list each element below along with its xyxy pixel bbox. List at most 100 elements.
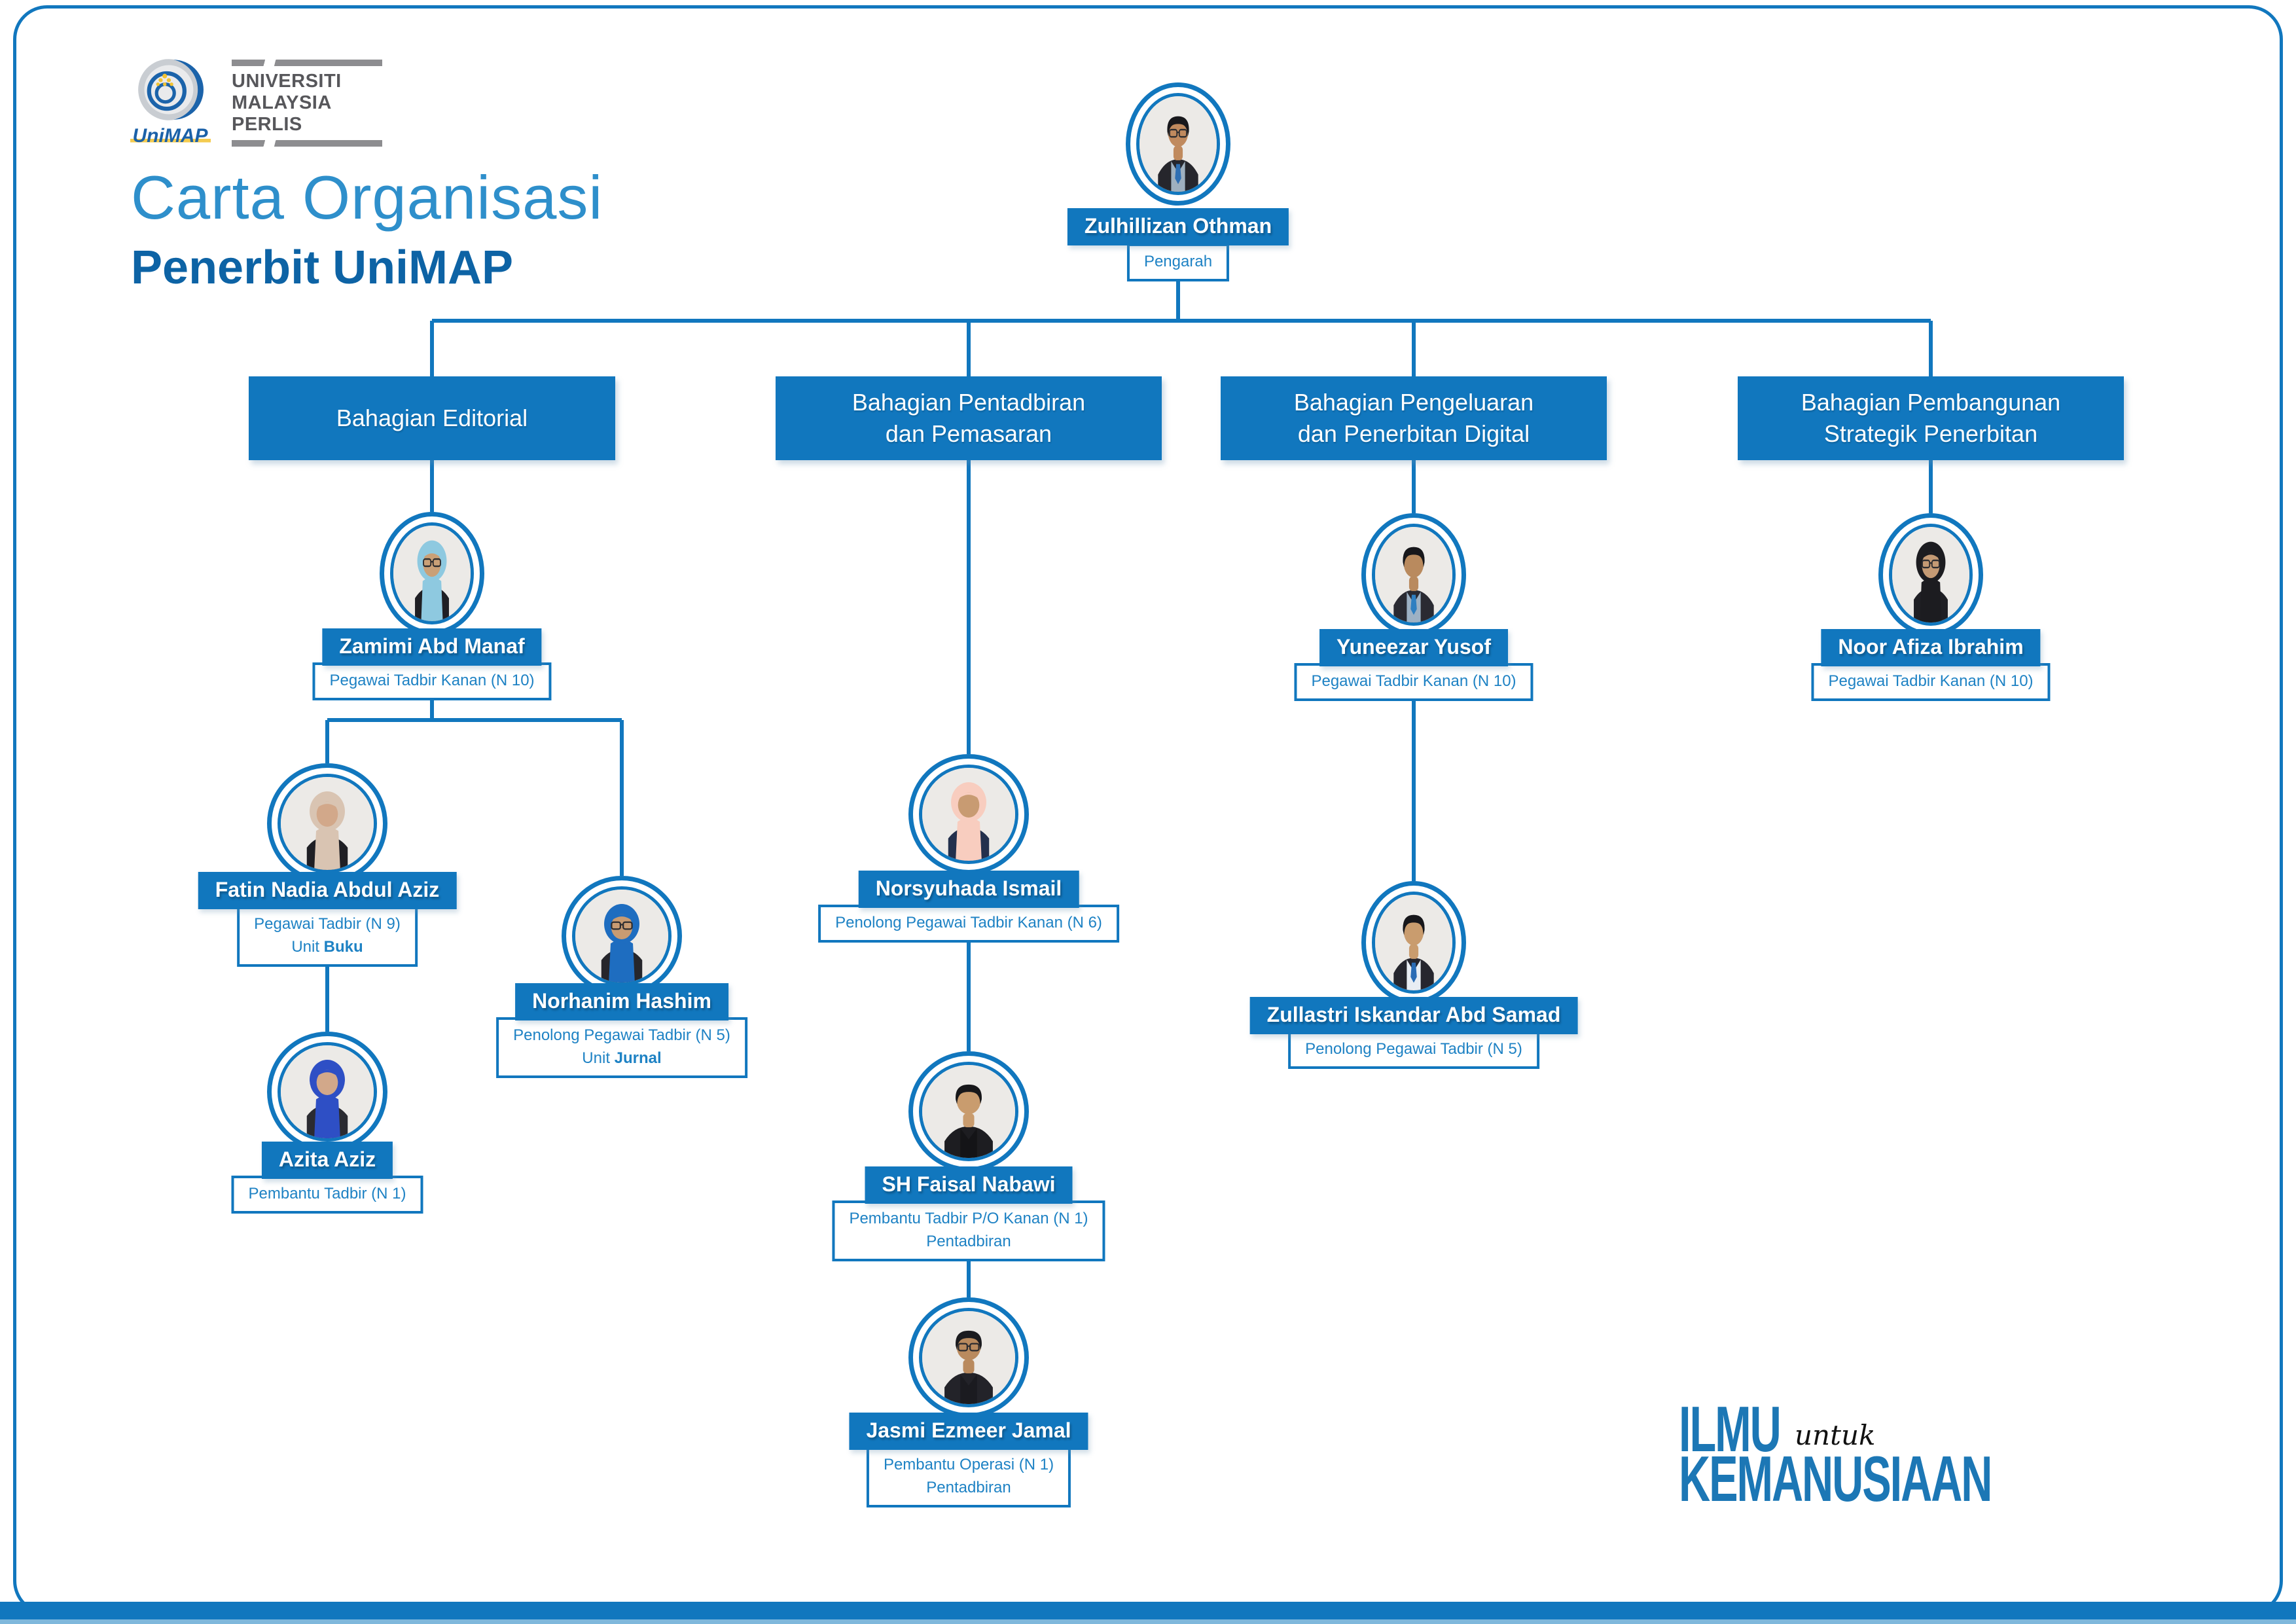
connector-line (1412, 458, 1416, 520)
connector-line (430, 321, 434, 378)
person-photo (267, 1032, 387, 1152)
photo-disc (919, 1062, 1018, 1161)
connector-line (325, 720, 329, 770)
person-name: Jasmi Ezmeer Jamal (849, 1413, 1088, 1450)
person-photo (267, 763, 387, 884)
unit-prefix: Unit (582, 1049, 615, 1067)
person-role: Penolong Pegawai Tadbir Kanan (N 6) (818, 905, 1119, 943)
photo-ring (1126, 82, 1230, 206)
dept-label: Bahagian Pentadbiran (852, 389, 1086, 416)
person-photo (1361, 513, 1466, 636)
connector-line (327, 718, 622, 722)
dept-label: Bahagian Pengeluaran (1293, 389, 1534, 416)
connector-line (1176, 262, 1180, 323)
person-role: Pengarah (1126, 244, 1230, 281)
role-line: Pembantu Tadbir P/O Kanan (N 1) (849, 1210, 1088, 1227)
person-photo (1878, 513, 1983, 636)
person-role: Pembantu Tadbir P/O Kanan (N 1) Pentadbi… (832, 1200, 1105, 1261)
tagline-untuk: untuk (1795, 1419, 1876, 1451)
person-role: Pegawai Tadbir (N 9) Unit Buku (237, 906, 418, 967)
photo-disc (278, 774, 377, 873)
person-photo (1126, 82, 1230, 206)
tagline-word: KEMANUSIAAN (1679, 1443, 1992, 1515)
role-line: Pembantu Tadbir (N 1) (248, 1185, 406, 1202)
role-line-2: Pentadbiran (926, 1232, 1011, 1250)
person-name: Azita Aziz (261, 1142, 393, 1179)
person-name: Fatin Nadia Abdul Aziz (198, 872, 457, 909)
role-line: Pegawai Tadbir Kanan (N 10) (1311, 672, 1516, 690)
photo-disc (919, 765, 1018, 864)
university-name-block: UNIVERSITI MALAYSIA PERLIS (232, 56, 382, 147)
photo-disc (1136, 93, 1220, 195)
person-role: Pegawai Tadbir Kanan (N 10) (1294, 663, 1534, 701)
connector-line (1929, 321, 1933, 378)
connector-line (1929, 458, 1933, 520)
unit-prefix: Unit (291, 937, 324, 956)
connector-line (967, 923, 971, 1058)
person-role: Pembantu Tadbir (N 1) (231, 1176, 423, 1214)
person-role: Pembantu Operasi (N 1) Pentadbiran (866, 1447, 1071, 1507)
logo-line-2: MALAYSIA (232, 92, 332, 114)
role-line: Pembantu Operasi (N 1) (883, 1456, 1054, 1473)
photo-disc (919, 1308, 1018, 1407)
role-line: Pengarah (1143, 253, 1213, 270)
dept-pengeluaran-digital: Bahagian Pengeluaran dan Penerbitan Digi… (1221, 376, 1607, 460)
person-name: Noor Afiza Ibrahim (1821, 629, 2041, 666)
photo-disc (1372, 524, 1456, 626)
person-name: SH Faisal Nabawi (865, 1166, 1073, 1204)
role-line: Penolong Pegawai Tadbir Kanan (N 6) (835, 914, 1102, 931)
logo-bar-top (232, 60, 382, 66)
logo-line-1: UNIVERSITI (232, 71, 342, 92)
role-line: Pegawai Tadbir (N 9) (254, 915, 401, 933)
person-name: Zamimi Abd Manaf (322, 628, 542, 666)
unimap-wordmark: UniMAP (130, 125, 211, 147)
person-photo (562, 876, 682, 996)
tagline-ilmu: ILMU (1679, 1397, 1828, 1461)
page-subtitle: Penerbit UniMAP (131, 242, 514, 294)
unit-line: Unit Jurnal (513, 1047, 730, 1070)
person-photo (908, 1297, 1029, 1418)
person-name: Norsyuhada Ismail (858, 871, 1079, 908)
connector-line (967, 458, 971, 761)
photo-disc (1372, 892, 1456, 994)
unimap-logo: UniMAP UNIVERSITI MALAYSIA PERLIS (118, 56, 382, 147)
photo-disc (390, 522, 474, 624)
dept-pembangunan-strategik: Bahagian Pembangunan Strategik Penerbita… (1738, 376, 2124, 460)
photo-disc (572, 886, 672, 986)
dept-label: dan Penerbitan Digital (1297, 420, 1530, 447)
role-line: Pegawai Tadbir Kanan (N 10) (1828, 672, 2034, 690)
role-line: Penolong Pegawai Tadbir (N 5) (513, 1026, 730, 1044)
bottom-edge (0, 1619, 2296, 1624)
dept-label: dan Pemasaran (885, 420, 1052, 447)
logo-line-3: PERLIS (232, 114, 302, 135)
connector-line (430, 681, 434, 720)
page-title: Carta Organisasi (131, 163, 603, 232)
person-name: Zulhillizan Othman (1067, 208, 1289, 245)
person-photo (380, 512, 484, 635)
dept-label: Bahagian Editorial (336, 405, 528, 432)
person-photo (908, 754, 1029, 875)
person-role: Penolong Pegawai Tadbir (N 5) (1288, 1031, 1539, 1069)
role-line: Pegawai Tadbir Kanan (N 10) (329, 672, 535, 689)
connector-line (620, 720, 624, 881)
tagline-word: ILMU (1679, 1393, 1782, 1465)
connector-line (325, 943, 329, 1038)
person-name: Norhanim Hashim (515, 983, 728, 1020)
photo-disc (1889, 524, 1973, 626)
connector-line (430, 458, 434, 518)
dept-label: Strategik Penerbitan (1823, 420, 2038, 447)
unimap-emblem-icon: UniMAP (118, 56, 223, 147)
connector-line (1412, 321, 1416, 378)
person-role: Pegawai Tadbir Kanan (N 10) (312, 662, 552, 700)
person-role: Pegawai Tadbir Kanan (N 10) (1811, 663, 2051, 701)
person-role: Penolong Pegawai Tadbir (N 5) Unit Jurna… (496, 1017, 747, 1078)
logo-bar-bottom (232, 140, 382, 147)
role-line-2: Pentadbiran (926, 1478, 1011, 1496)
connector-line (432, 319, 1931, 323)
photo-disc (278, 1042, 377, 1142)
dept-label: Bahagian Pembangunan (1801, 389, 2061, 416)
dept-pentadbiran-pemasaran: Bahagian Pentadbiran dan Pemasaran (776, 376, 1162, 460)
connector-line (967, 321, 971, 378)
unit-name: Buku (323, 937, 363, 956)
connector-line (967, 1237, 971, 1303)
